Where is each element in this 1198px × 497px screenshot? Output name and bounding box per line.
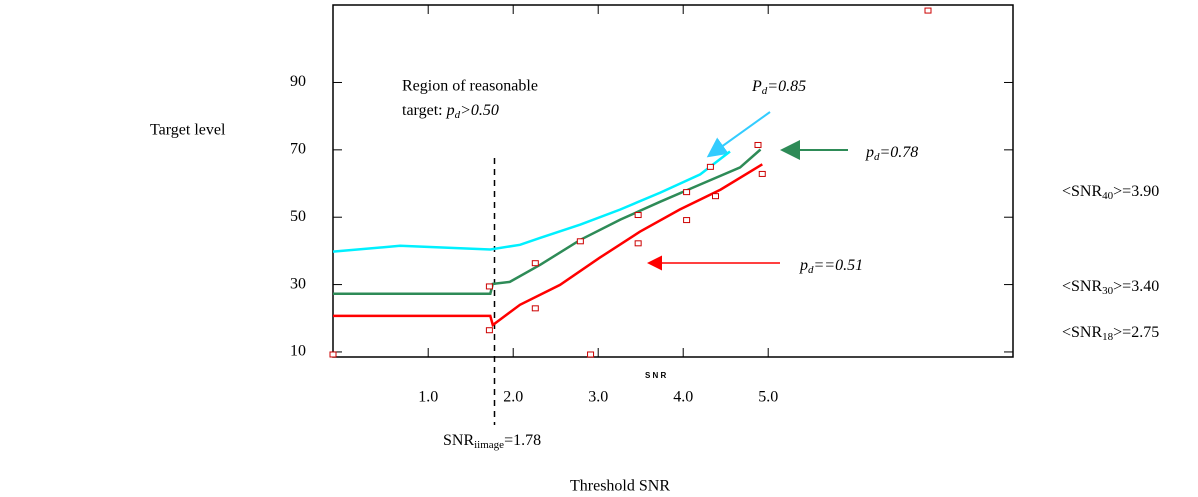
y-tick-label: 30 bbox=[290, 275, 306, 292]
marker bbox=[683, 217, 691, 224]
annotation: Pd=0.85 bbox=[751, 78, 806, 97]
marker bbox=[531, 260, 539, 267]
plot-frame bbox=[332, 4, 1014, 358]
y-tick-label: 90 bbox=[290, 73, 306, 90]
y-axis-label: Target level bbox=[150, 122, 226, 139]
marker bbox=[706, 163, 714, 170]
marker bbox=[485, 283, 493, 290]
marker bbox=[576, 238, 584, 245]
marker bbox=[634, 212, 642, 219]
marker bbox=[634, 240, 642, 247]
y-tick-label: 50 bbox=[290, 208, 306, 225]
x-tick-label: 3.0 bbox=[588, 389, 608, 406]
x-tick-label: 4.0 bbox=[673, 389, 693, 406]
marker bbox=[758, 170, 766, 177]
annotation: pd==0.51 bbox=[799, 257, 863, 276]
marker bbox=[712, 193, 719, 200]
marker bbox=[924, 7, 932, 14]
marker bbox=[329, 351, 337, 358]
marker bbox=[485, 327, 493, 334]
series-line bbox=[333, 163, 763, 328]
marker bbox=[531, 305, 539, 312]
x-tick-label: 5.0 bbox=[758, 389, 778, 406]
y-tick-label: 70 bbox=[290, 141, 306, 158]
annotation: target: pd>0.50 bbox=[402, 102, 499, 121]
marker bbox=[587, 351, 595, 358]
x-tick-label: 1.0 bbox=[418, 389, 438, 406]
marker bbox=[754, 141, 762, 148]
annotation: <SNR30>=3.40 bbox=[1062, 278, 1159, 297]
series-line bbox=[333, 148, 762, 295]
annotation: SNRiimage=1.78 bbox=[443, 432, 541, 451]
x-tick-label: 2.0 bbox=[503, 389, 523, 406]
annotation: pd=0.78 bbox=[865, 144, 918, 163]
x-axis-note: S N R bbox=[645, 371, 667, 380]
arrow bbox=[706, 111, 771, 158]
annotation: <SNR40>=3.90 bbox=[1062, 183, 1159, 202]
annotation: <SNR18>=2.75 bbox=[1062, 324, 1159, 343]
series-line bbox=[332, 150, 731, 253]
marker bbox=[683, 189, 691, 196]
annotation: Region of reasonable bbox=[402, 78, 538, 95]
y-tick-label: 10 bbox=[290, 343, 306, 360]
x-axis-label: Threshold SNR bbox=[570, 478, 670, 495]
